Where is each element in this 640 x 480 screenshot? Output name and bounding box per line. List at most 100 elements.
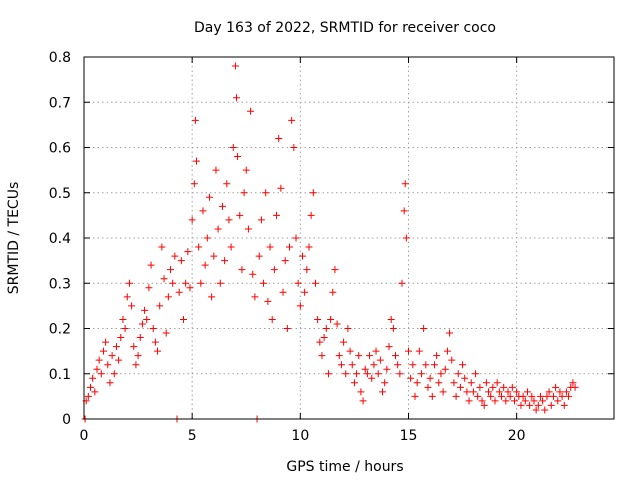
data-point — [242, 166, 250, 174]
data-point — [374, 370, 382, 378]
data-point — [495, 388, 503, 396]
data-point — [513, 388, 521, 396]
data-point — [335, 352, 343, 360]
data-point — [456, 383, 464, 391]
y-tick-label: 0.8 — [49, 50, 71, 66]
y-tick-label: 0.4 — [49, 231, 71, 247]
data-point — [480, 401, 488, 409]
data-point — [448, 356, 456, 364]
data-point — [541, 406, 549, 414]
data-point — [361, 365, 369, 373]
data-point — [539, 397, 547, 405]
data-point — [149, 325, 157, 332]
data-point — [383, 365, 391, 373]
data-point — [396, 370, 404, 378]
data-point — [368, 374, 376, 382]
data-point — [234, 153, 242, 161]
data-point — [262, 189, 270, 197]
data-point — [197, 279, 205, 287]
data-point — [229, 144, 237, 151]
data-point — [115, 356, 123, 364]
data-point — [283, 325, 291, 332]
data-point — [221, 257, 229, 265]
data-point — [184, 248, 192, 256]
data-point — [420, 325, 428, 332]
data-point — [95, 356, 103, 364]
data-point — [208, 293, 216, 301]
data-point — [162, 329, 170, 337]
data-point — [290, 144, 298, 151]
data-point — [268, 315, 276, 323]
data-point — [493, 379, 501, 387]
data-point — [182, 279, 190, 287]
data-point — [225, 216, 233, 224]
data-point — [108, 352, 116, 360]
data-point — [394, 361, 402, 369]
data-point — [433, 352, 441, 360]
data-point — [353, 370, 361, 378]
data-point — [424, 383, 432, 391]
data-point — [84, 392, 92, 400]
data-point — [147, 261, 155, 269]
data-point — [407, 374, 415, 382]
data-point — [372, 347, 380, 355]
data-point — [143, 315, 151, 323]
data-point — [117, 334, 125, 342]
data-point — [504, 388, 512, 396]
data-point — [523, 388, 531, 396]
x-tick-labels: 0 5 10 15 20 — [80, 428, 526, 444]
data-point — [402, 234, 410, 242]
y-tick-label: 0.3 — [49, 276, 71, 292]
data-point — [128, 302, 136, 310]
data-point — [385, 343, 393, 351]
data-point — [452, 392, 460, 400]
data-point — [227, 243, 235, 251]
data-point — [249, 270, 257, 278]
data-point — [294, 279, 302, 287]
data-point — [203, 234, 211, 242]
data-point — [309, 189, 317, 197]
data-point — [160, 275, 168, 283]
data-point — [244, 225, 252, 233]
data-point — [536, 392, 544, 400]
y-tick-labels: 0 0.1 0.2 0.3 0.4 0.5 0.6 0.7 0.8 — [49, 50, 71, 428]
data-point — [180, 315, 188, 323]
y-axis-label: SRMTID / TECUs — [6, 182, 22, 295]
y-tick-label: 0.1 — [49, 367, 71, 383]
data-point — [508, 383, 516, 391]
data-point — [130, 343, 138, 351]
data-point — [450, 379, 458, 387]
data-point — [123, 293, 131, 301]
data-point — [205, 193, 213, 201]
data-point — [506, 392, 514, 400]
data-point — [363, 370, 371, 378]
data-point — [459, 361, 467, 369]
data-point — [401, 180, 409, 188]
data-point — [218, 202, 226, 210]
data-point — [141, 306, 149, 314]
data-point — [404, 347, 412, 355]
data-point — [158, 243, 166, 251]
chart-title: Day 163 of 2022, SRMTID for receiver coc… — [194, 20, 496, 36]
data-point — [482, 379, 490, 387]
x-tick-label: 20 — [508, 428, 526, 444]
data-point — [370, 361, 378, 369]
data-point — [547, 401, 555, 409]
data-point — [500, 383, 508, 391]
data-point — [379, 388, 387, 396]
data-point — [409, 361, 417, 369]
data-point — [311, 279, 319, 287]
data-point — [344, 325, 352, 332]
data-point — [554, 397, 562, 405]
data-point — [437, 370, 445, 378]
data-point — [376, 356, 384, 364]
data-point — [558, 392, 566, 400]
data-point — [461, 374, 469, 382]
data-point — [301, 288, 309, 296]
x-tick-label: 15 — [400, 428, 418, 444]
x-axis-label: GPS time / hours — [286, 459, 403, 475]
data-point — [342, 370, 350, 378]
data-point — [125, 279, 133, 287]
data-point — [549, 392, 557, 400]
